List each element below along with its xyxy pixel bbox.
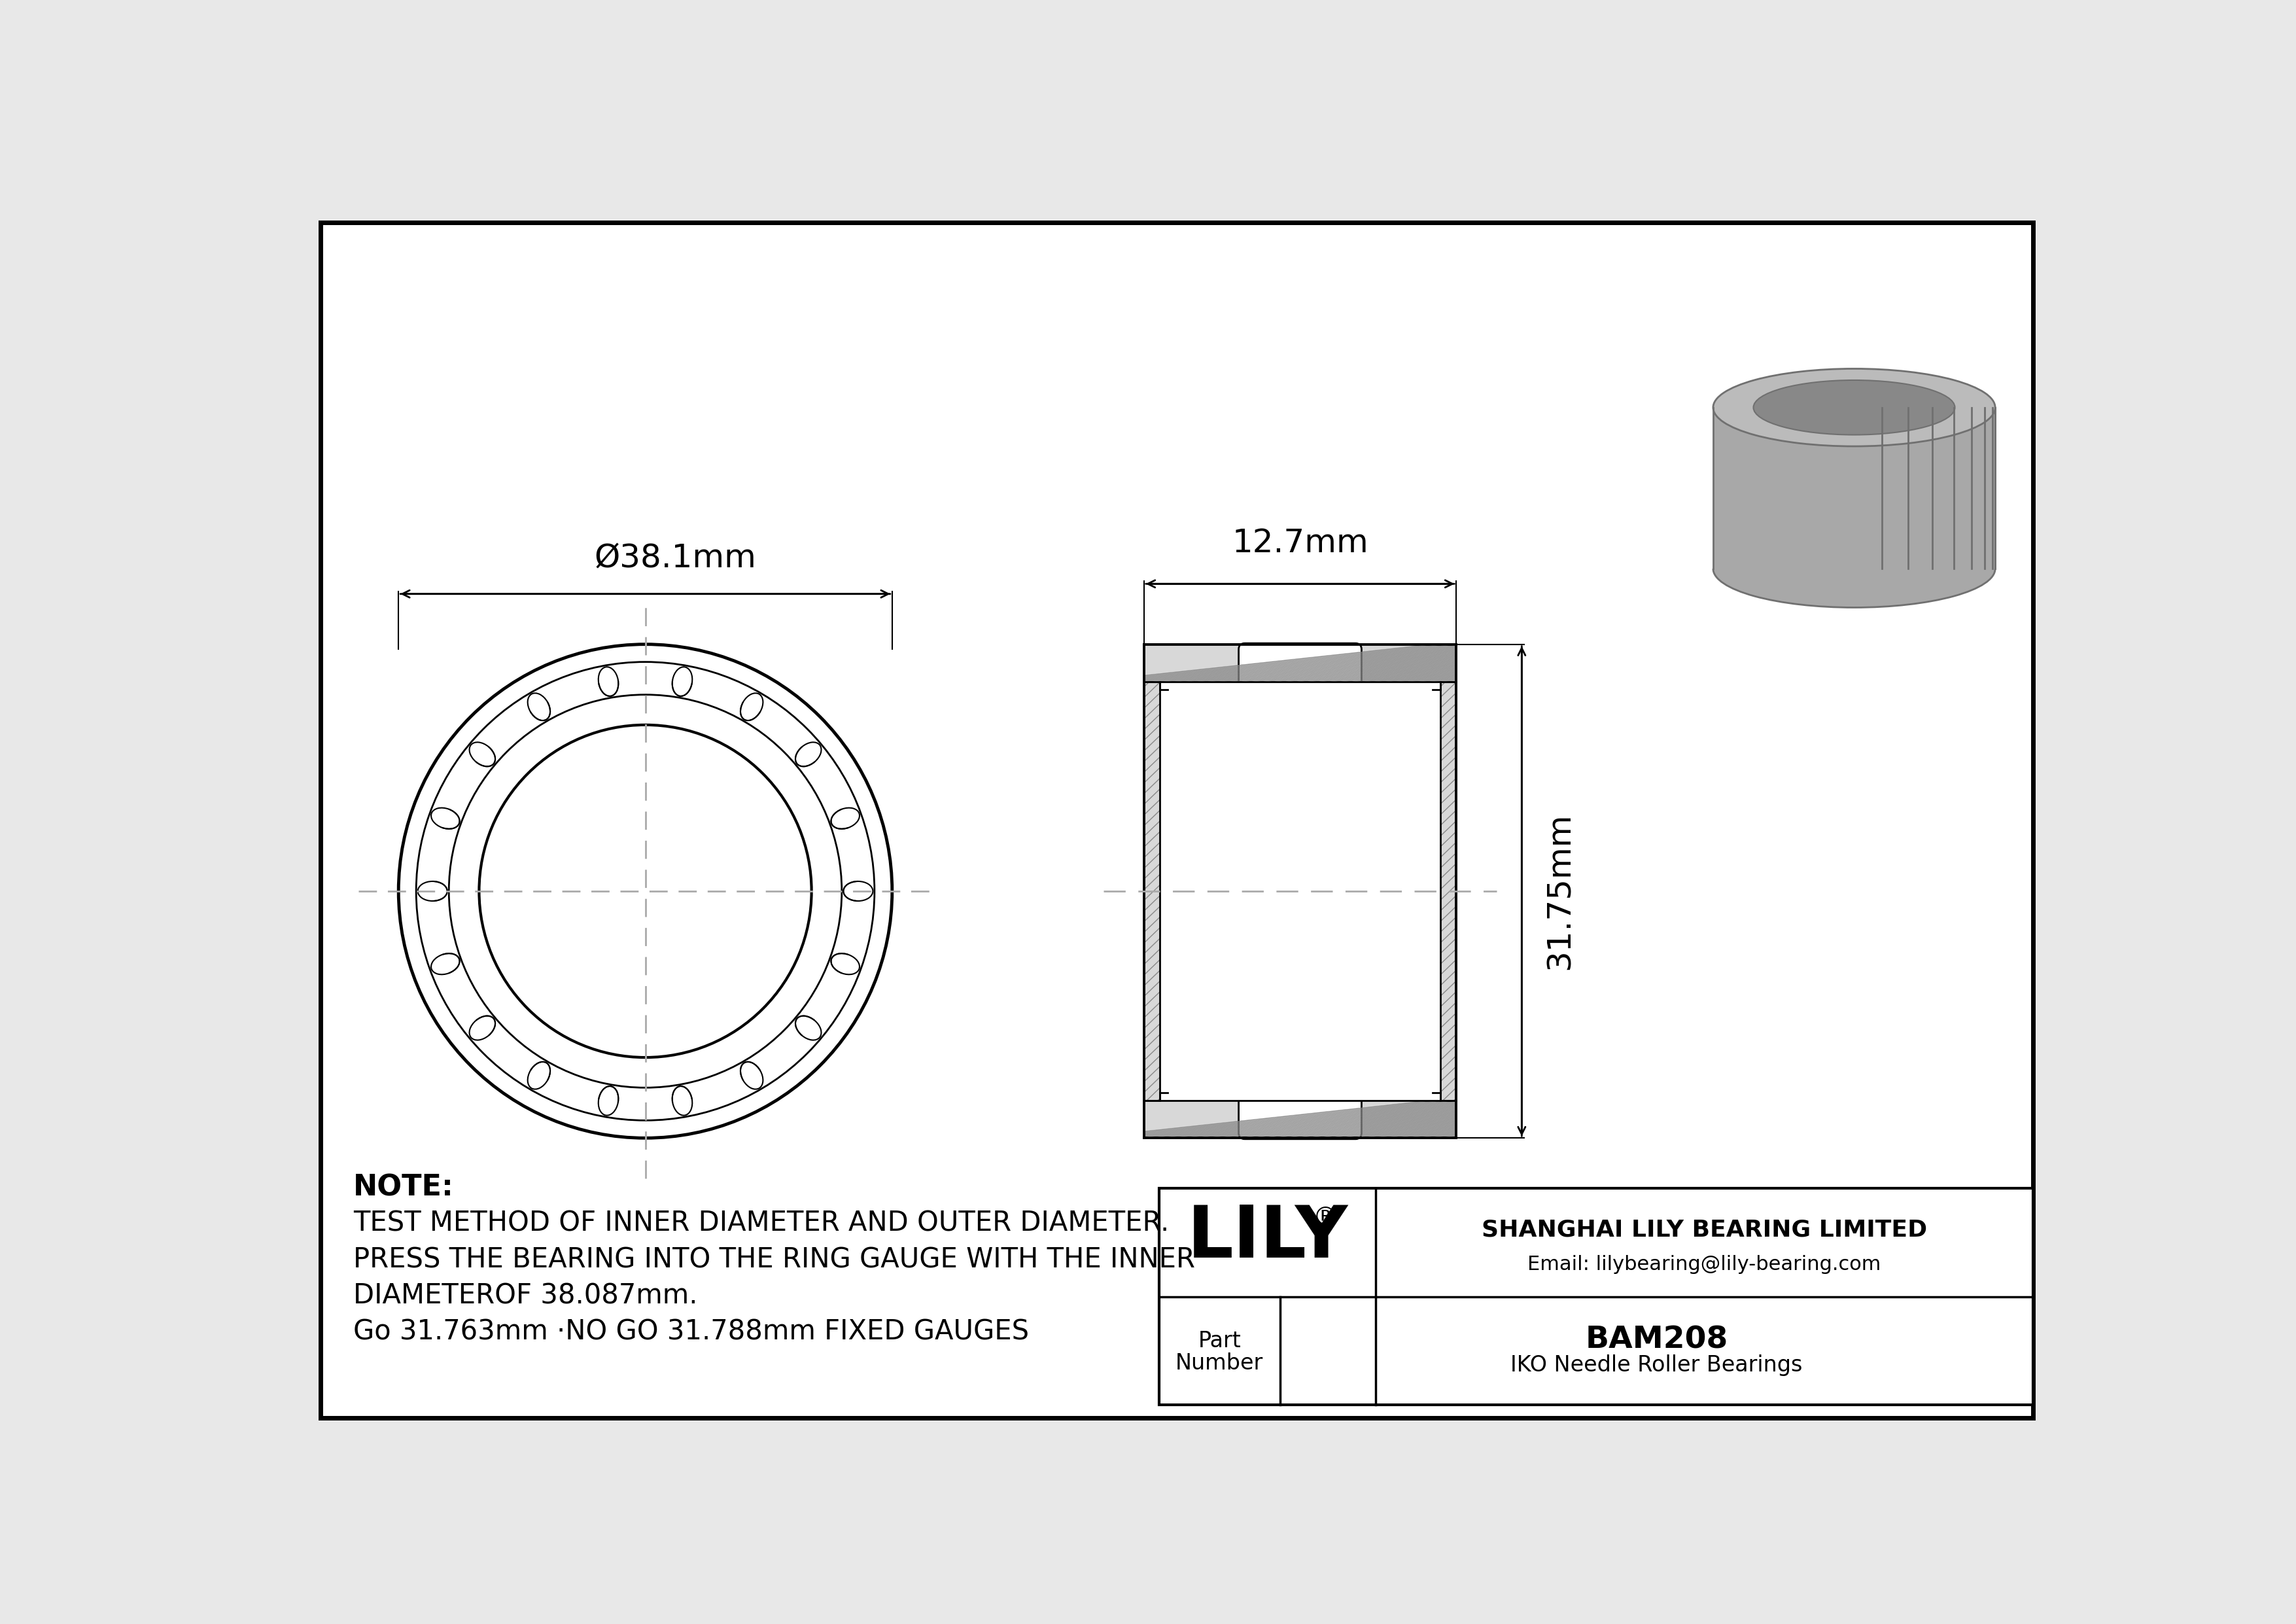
Ellipse shape: [432, 953, 459, 974]
Ellipse shape: [468, 1017, 496, 1039]
Ellipse shape: [794, 742, 822, 767]
Bar: [1440, 682, 1456, 1099]
Text: ®: ®: [1313, 1205, 1339, 1229]
Text: Part: Part: [1199, 1330, 1242, 1351]
FancyBboxPatch shape: [1238, 643, 1362, 690]
Bar: [1143, 645, 1456, 682]
Text: 31.75mm: 31.75mm: [1545, 812, 1575, 970]
Circle shape: [400, 645, 893, 1138]
Ellipse shape: [843, 882, 872, 901]
Text: NOTE:: NOTE:: [354, 1173, 455, 1202]
Ellipse shape: [742, 1062, 762, 1090]
Text: IKO Needle Roller Bearings: IKO Needle Roller Bearings: [1511, 1354, 1802, 1376]
Ellipse shape: [1713, 529, 1995, 607]
Bar: [1159, 1189, 2032, 1405]
Circle shape: [480, 724, 810, 1057]
Ellipse shape: [1713, 369, 1995, 447]
Bar: [1713, 408, 1995, 568]
Text: DIAMETEROF 38.087mm.: DIAMETEROF 38.087mm.: [354, 1281, 698, 1309]
Ellipse shape: [742, 693, 762, 721]
Ellipse shape: [528, 1062, 551, 1090]
Ellipse shape: [599, 667, 618, 697]
Bar: [1159, 682, 1440, 1099]
Ellipse shape: [599, 1086, 618, 1116]
Text: Go 31.763mm ·NO GO 31.788mm FIXED GAUGES: Go 31.763mm ·NO GO 31.788mm FIXED GAUGES: [354, 1319, 1029, 1346]
Ellipse shape: [432, 807, 459, 828]
Ellipse shape: [468, 742, 496, 767]
Bar: [1143, 1099, 1456, 1138]
Ellipse shape: [418, 882, 448, 901]
Text: Email: lilybearing@lily-bearing.com: Email: lilybearing@lily-bearing.com: [1527, 1255, 1880, 1273]
Text: 12.7mm: 12.7mm: [1233, 528, 1368, 559]
Ellipse shape: [528, 693, 551, 721]
Ellipse shape: [673, 667, 693, 697]
Text: PRESS THE BEARING INTO THE RING GAUGE WITH THE INNER: PRESS THE BEARING INTO THE RING GAUGE WI…: [354, 1246, 1194, 1273]
Ellipse shape: [1754, 380, 1954, 435]
Text: Number: Number: [1176, 1353, 1263, 1374]
Text: LILY: LILY: [1187, 1202, 1348, 1273]
Bar: [1143, 682, 1159, 1099]
Ellipse shape: [831, 953, 859, 974]
Text: Ø38.1mm: Ø38.1mm: [595, 542, 758, 573]
Text: BAM208: BAM208: [1584, 1325, 1729, 1354]
Ellipse shape: [673, 1086, 693, 1116]
Text: TEST METHOD OF INNER DIAMETER AND OUTER DIAMETER.: TEST METHOD OF INNER DIAMETER AND OUTER …: [354, 1210, 1169, 1237]
FancyBboxPatch shape: [1238, 1091, 1362, 1138]
Ellipse shape: [831, 807, 859, 828]
Text: SHANGHAI LILY BEARING LIMITED: SHANGHAI LILY BEARING LIMITED: [1481, 1218, 1926, 1241]
Ellipse shape: [794, 1017, 822, 1039]
